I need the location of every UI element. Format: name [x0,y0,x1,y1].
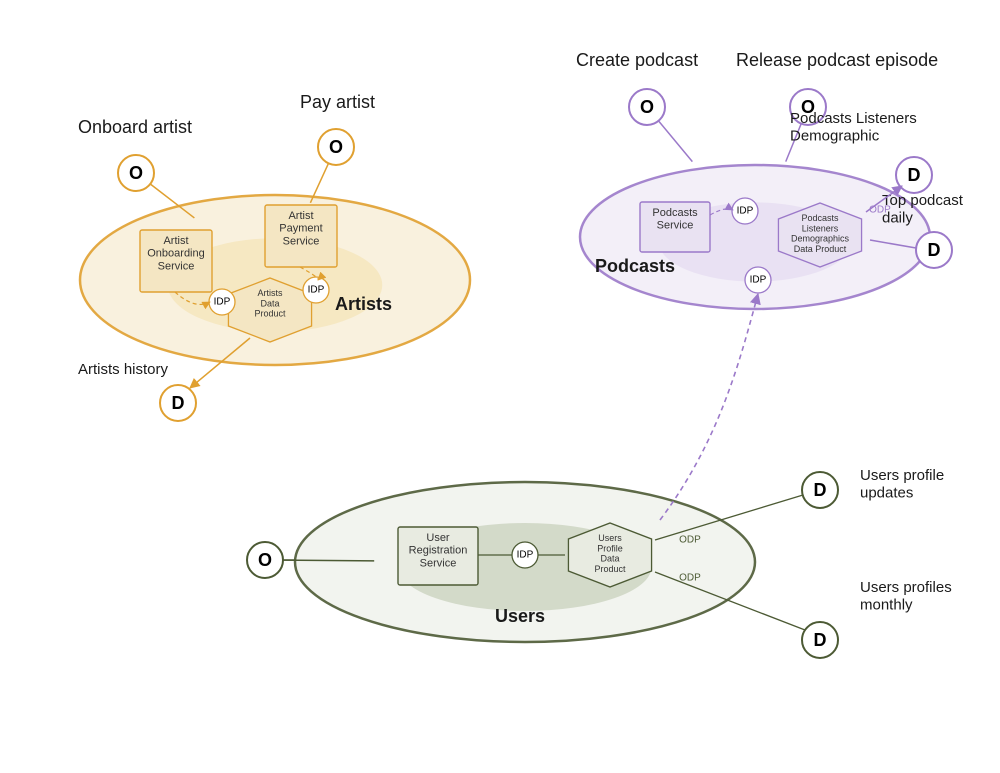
domain-artists: Artists ArtistOnboardingService ArtistPaym… [78,92,470,421]
svg-text:Create podcast: Create podcast [576,50,698,70]
out-node-history: D [160,385,196,421]
svg-text:ODP: ODP [679,535,701,546]
svg-text:PodcastsService: PodcastsService [652,207,698,232]
svg-text:O: O [640,97,654,117]
svg-text:D: D [172,393,185,413]
service-payment: ArtistPaymentService [265,205,337,267]
domain-label-podcasts: Podcasts [595,256,675,276]
svg-text:D: D [814,480,827,500]
svg-text:Users profilesmonthly: Users profilesmonthly [860,579,952,613]
op-node-reguser: O [247,542,283,578]
domain-users: UsersUserRegistrationServiceUsersProfile… [247,467,952,658]
svg-text:Artists history: Artists history [78,361,169,378]
domain-label-artists: Artists [335,294,392,314]
op-node-pay: O [318,129,354,165]
op-node-create: O [629,89,665,125]
crosslink-users-podcasts [660,294,758,520]
svg-text:IDP: IDP [750,275,767,286]
diagram-canvas: Artists ArtistOnboardingService ArtistPaym… [0,0,1000,773]
out-node-topdaily: D [916,232,952,268]
svg-text:O: O [329,137,343,157]
svg-text:Users profileupdates: Users profileupdates [860,467,944,501]
service-reg: UserRegistrationService [398,527,478,585]
svg-text:Podcasts ListenersDemographic: Podcasts ListenersDemographic [790,110,917,144]
domain-label-users: Users [495,606,545,626]
svg-text:Release podcast episode: Release podcast episode [736,50,938,70]
svg-text:D: D [928,240,941,260]
svg-text:O: O [129,163,143,183]
svg-text:IDP: IDP [737,206,754,217]
svg-text:IDP: IDP [308,285,325,296]
service-podsvc: PodcastsService [640,202,710,252]
svg-text:D: D [814,630,827,650]
svg-text:IDP: IDP [517,550,534,561]
svg-text:ODP: ODP [679,573,701,584]
svg-text:Onboard artist: Onboard artist [78,117,192,137]
out-node-listdemo: D [896,157,932,193]
domain-podcasts: PodcastsPodcastsServicePodcastsListeners… [576,50,964,309]
out-node-profupd: D [802,472,838,508]
svg-text:D: D [908,165,921,185]
service-onboarding: ArtistOnboardingService [140,230,212,292]
svg-text:IDP: IDP [214,297,231,308]
svg-text:Pay artist: Pay artist [300,92,375,112]
op-node-onboard: O [118,155,154,191]
out-node-profmon: D [802,622,838,658]
svg-text:O: O [258,550,272,570]
